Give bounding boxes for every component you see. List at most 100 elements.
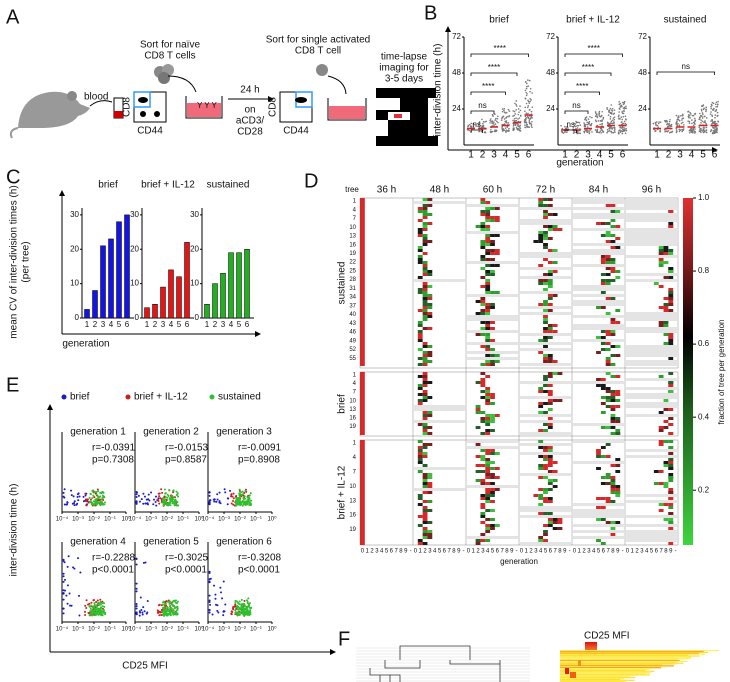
heatmap-cell: [538, 405, 544, 408]
heatmap-cell: [552, 399, 558, 402]
heatmap-cell: [543, 375, 548, 378]
scatter-dot: [237, 601, 240, 604]
heatmap-cell: [360, 246, 365, 249]
scatter-dot: [102, 491, 105, 494]
scatter-dot: [175, 612, 178, 615]
heatmap-cell: [485, 494, 491, 497]
data-dot: [609, 118, 612, 120]
tree-number: 10: [349, 484, 356, 490]
generation-tick: 9: [563, 549, 567, 555]
data-dot: [519, 109, 522, 112]
heatmap-cell: [596, 467, 601, 470]
scatter-dot: [66, 501, 69, 504]
heatmap-cell: [485, 396, 491, 399]
scatter-dot: [98, 602, 101, 605]
data-dot: [619, 131, 622, 133]
heatmap-cell: [538, 446, 544, 449]
heatmap-row: [560, 679, 635, 681]
data-dot: [528, 109, 531, 111]
heatmap-cell: [490, 270, 495, 273]
generation-tick: 0: [414, 549, 418, 555]
heatmap-cell: [543, 204, 548, 207]
x-tick-label: 4: [503, 150, 509, 161]
data-dot: [531, 106, 534, 108]
x-tick-label: 10⁻³: [72, 627, 84, 633]
data-dot: [690, 113, 692, 115]
time-label: 84 h: [589, 185, 608, 196]
heatmap-cell: [427, 476, 433, 479]
heatmap-row: [560, 652, 700, 654]
scatter-dot: [217, 611, 220, 614]
scatter-dot: [63, 578, 66, 581]
heatmap-cell: [494, 207, 500, 210]
generation-tick: 4: [539, 549, 543, 555]
data-dot: [607, 114, 610, 116]
heatmap-cell: [480, 378, 486, 381]
generation-tick: 0: [626, 549, 630, 555]
heatmap-cell: [600, 384, 606, 387]
tree-number: 55: [349, 356, 356, 362]
heatmap-cell: [543, 476, 548, 479]
scatter-dot: [68, 592, 71, 595]
heatmap-cell: [605, 372, 611, 375]
colorbar: [683, 198, 693, 545]
scatter-dot: [97, 501, 100, 504]
heatmap-cell: [417, 393, 423, 396]
heatmap-cell: [417, 249, 423, 252]
heatmap-cell: [494, 524, 500, 527]
heatmap-cell: [658, 429, 664, 432]
scatter-dot: [158, 603, 161, 606]
heatmap-cell: [596, 497, 601, 500]
tree-number: 10: [349, 225, 356, 231]
hatched-cell: [414, 420, 465, 423]
heatmap-cell: [605, 273, 611, 276]
heatmap-cell: [480, 345, 486, 348]
heatmap-cell: [360, 527, 365, 530]
data-dot: [619, 117, 621, 120]
scatter-dot: [71, 502, 74, 505]
heatmap-cell: [615, 470, 621, 473]
hatched-cell: [467, 342, 518, 345]
heatmap-cell: [422, 306, 428, 309]
heatmap-cell: [475, 470, 481, 473]
heatmap-cell: [663, 249, 669, 252]
y-axis-label: mean CV of inter-division times (h): [9, 185, 20, 338]
data-dot: [700, 122, 702, 124]
data-dot: [598, 112, 600, 114]
generation-tick: 9: [457, 549, 461, 555]
generation-tick: 8: [664, 549, 668, 555]
panel-a: A blood Sort for naïve CD8 T cells CD8 C…: [6, 6, 438, 146]
scatter-dot: [143, 610, 146, 613]
x-tick-label: 10⁻¹: [250, 627, 262, 633]
data-dot: [503, 107, 506, 110]
scatter-dot: [103, 605, 106, 608]
data-dot: [682, 121, 684, 124]
data-dot: [613, 118, 616, 121]
heatmap-cell: [485, 417, 491, 420]
heatmap-cell: [422, 345, 428, 348]
heatmap-cell: [485, 473, 491, 476]
heatmap-row: [560, 671, 651, 673]
data-dot: [622, 107, 625, 110]
heatmap-cell: [417, 339, 423, 342]
scatter-dot: [98, 603, 101, 606]
data-dot: [699, 112, 701, 115]
heatmap-cell: [615, 375, 621, 378]
data-dot: [681, 113, 684, 116]
scatter-dot: [62, 598, 65, 601]
tree-number: 7: [353, 216, 357, 222]
heatmap-cell: [422, 312, 428, 315]
heatmap-cell: [615, 420, 621, 423]
heatmap-cell: [543, 354, 548, 357]
heatmap-cell: [668, 294, 674, 297]
bracket: [564, 53, 623, 57]
heatmap-cell: [485, 249, 491, 252]
heatmap-cell: [422, 476, 428, 479]
heatmap-cell: [596, 351, 601, 354]
scatter-dot: [154, 500, 157, 503]
generation-tick: 2: [476, 549, 480, 555]
scatter-dot: [232, 608, 235, 611]
data-dot: [502, 130, 504, 132]
bracket: [470, 110, 495, 114]
